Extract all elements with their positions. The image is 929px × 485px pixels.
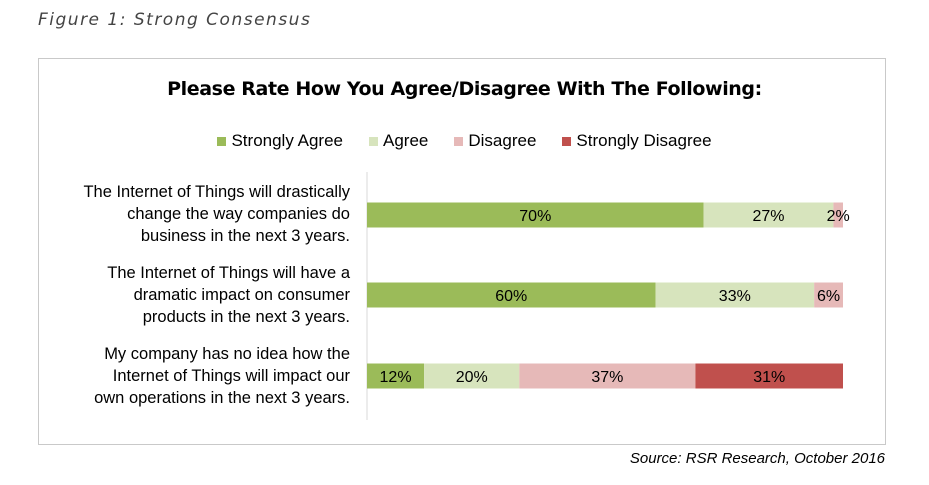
legend-swatch-strongly-disagree	[562, 136, 572, 146]
category-label-2-line-1: The Internet of Things will have a	[107, 264, 350, 282]
legend-item-disagree: Disagree	[454, 131, 536, 151]
category-label-3-line-1: My company has no idea how the	[104, 345, 350, 363]
bar-disagree-row-2	[814, 282, 843, 308]
category-label-3: My company has no idea how the Internet …	[30, 343, 350, 409]
bar-disagree-row-3	[519, 363, 696, 389]
data-label-disagree-row-2: 6%	[817, 288, 840, 305]
chart-frame	[38, 58, 886, 445]
data-label-disagree-row-3: 37%	[591, 369, 623, 386]
data-label-strongly-agree-row-1: 70%	[519, 208, 551, 225]
legend-label-strongly-disagree: Strongly Disagree	[576, 131, 712, 150]
bar-agree-row-3	[424, 363, 520, 389]
legend-label-disagree: Disagree	[468, 131, 537, 150]
category-label-2: The Internet of Things will have a drama…	[30, 262, 350, 328]
legend-swatch-strongly-agree	[217, 136, 227, 146]
legend-swatch-agree	[368, 136, 378, 146]
data-label-strongly-agree-row-2: 60%	[495, 288, 527, 305]
bar-disagree-row-1	[833, 202, 843, 228]
data-label-agree-row-2: 33%	[719, 288, 751, 305]
data-label-strongly-agree-row-3: 12%	[380, 369, 412, 386]
data-label-agree-row-3: 20%	[456, 369, 488, 386]
category-label-1-line-1: The Internet of Things will drastically	[83, 183, 350, 201]
legend-item-strongly-disagree: Strongly Disagree	[562, 131, 712, 151]
data-label-strongly-disagree-row-3: 31%	[753, 369, 785, 386]
legend-swatch-disagree	[454, 136, 464, 146]
legend-label-strongly-agree: Strongly Agree	[231, 131, 343, 150]
chart-legend: Strongly Agree Agree Disagree Strongly D…	[0, 131, 929, 151]
bar-strongly-disagree-row-3	[695, 363, 843, 389]
bar-strongly-agree-row-1	[367, 202, 704, 228]
legend-item-agree: Agree	[368, 131, 429, 151]
source-note: Source: RSR Research, October 2016	[629, 450, 885, 467]
category-label-1-line-3: business in the next 3 years.	[140, 227, 350, 245]
figure-caption: Figure 1: Strong Consensus	[38, 10, 312, 30]
category-label-1-line-2: change the way companies do	[127, 205, 350, 223]
category-label-1: The Internet of Things will drastically …	[30, 181, 350, 247]
bar-agree-row-2	[655, 282, 815, 308]
chart-title: Please Rate How You Agree/Disagree With …	[167, 78, 762, 100]
legend-item-strongly-agree: Strongly Agree	[217, 131, 343, 151]
category-label-2-line-2: dramatic impact on consumer	[133, 286, 350, 304]
category-label-3-line-3: own operations in the next 3 years.	[94, 389, 350, 407]
category-label-3-line-2: Internet of Things will impact our	[112, 367, 350, 385]
legend-label-agree: Agree	[382, 131, 429, 150]
data-label-agree-row-1: 27%	[752, 208, 784, 225]
category-label-2-line-3: products in the next 3 years.	[142, 308, 350, 326]
data-label-disagree-row-1: 2%	[827, 208, 850, 225]
bar-strongly-agree-row-2	[367, 282, 656, 308]
bar-agree-row-1	[703, 202, 834, 228]
bar-strongly-agree-row-3	[367, 363, 425, 389]
